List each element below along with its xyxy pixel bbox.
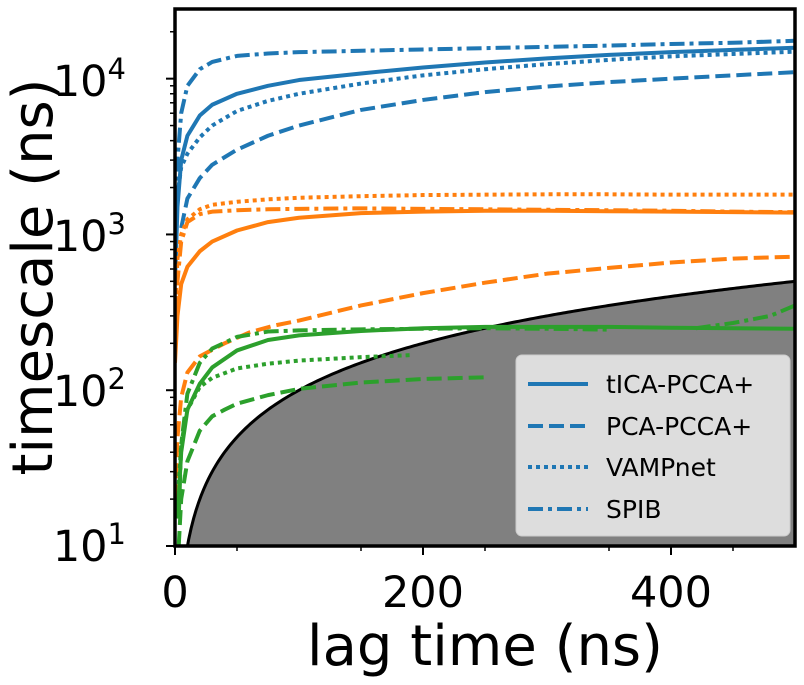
series-line-green-dashdot — [695, 303, 795, 331]
y-tick-label: 102 — [53, 362, 126, 417]
legend-label: PCA-PCCA+ — [606, 412, 752, 441]
y-tick-label: 101 — [53, 517, 126, 572]
series-line-green-dashed — [176, 375, 486, 546]
y-tick-labels: 101 102 103 104 — [53, 52, 126, 572]
series-line-orange-dashdot — [175, 206, 795, 344]
y-tick-label: 103 — [53, 207, 126, 262]
legend-box — [515, 354, 791, 537]
series-line-blue-solid — [175, 45, 795, 282]
legend-label: SPIB — [606, 495, 661, 524]
series-line-orange-dotted — [175, 192, 795, 316]
x-axis-title: lag time (ns) — [307, 614, 663, 679]
series-line-green-dashdot — [176, 326, 610, 519]
plot-frame — [173, 7, 797, 548]
series-line-blue-dashed — [179, 70, 795, 229]
legend-label: VAMPnet — [606, 453, 716, 482]
series-line-blue-dotted — [175, 49, 795, 235]
y-axis-title: timescale (ns) — [1, 79, 66, 476]
x-tick-label: 200 — [382, 568, 464, 618]
series-line-orange-dashed — [175, 254, 795, 500]
legend: tICA-PCCA+ PCA-PCCA+ VAMPnet SPIB — [515, 354, 791, 537]
x-tick-labels: 0 200 400 — [161, 568, 712, 618]
series-layer — [175, 38, 795, 546]
series-line-blue-dashdot — [175, 38, 795, 259]
legend-label: tICA-PCCA+ — [606, 370, 754, 399]
y-tick-label: 104 — [53, 52, 126, 107]
x-tick-label: 400 — [630, 568, 712, 618]
series-line-orange-solid — [175, 208, 795, 363]
x-tick-label: 0 — [161, 568, 188, 618]
